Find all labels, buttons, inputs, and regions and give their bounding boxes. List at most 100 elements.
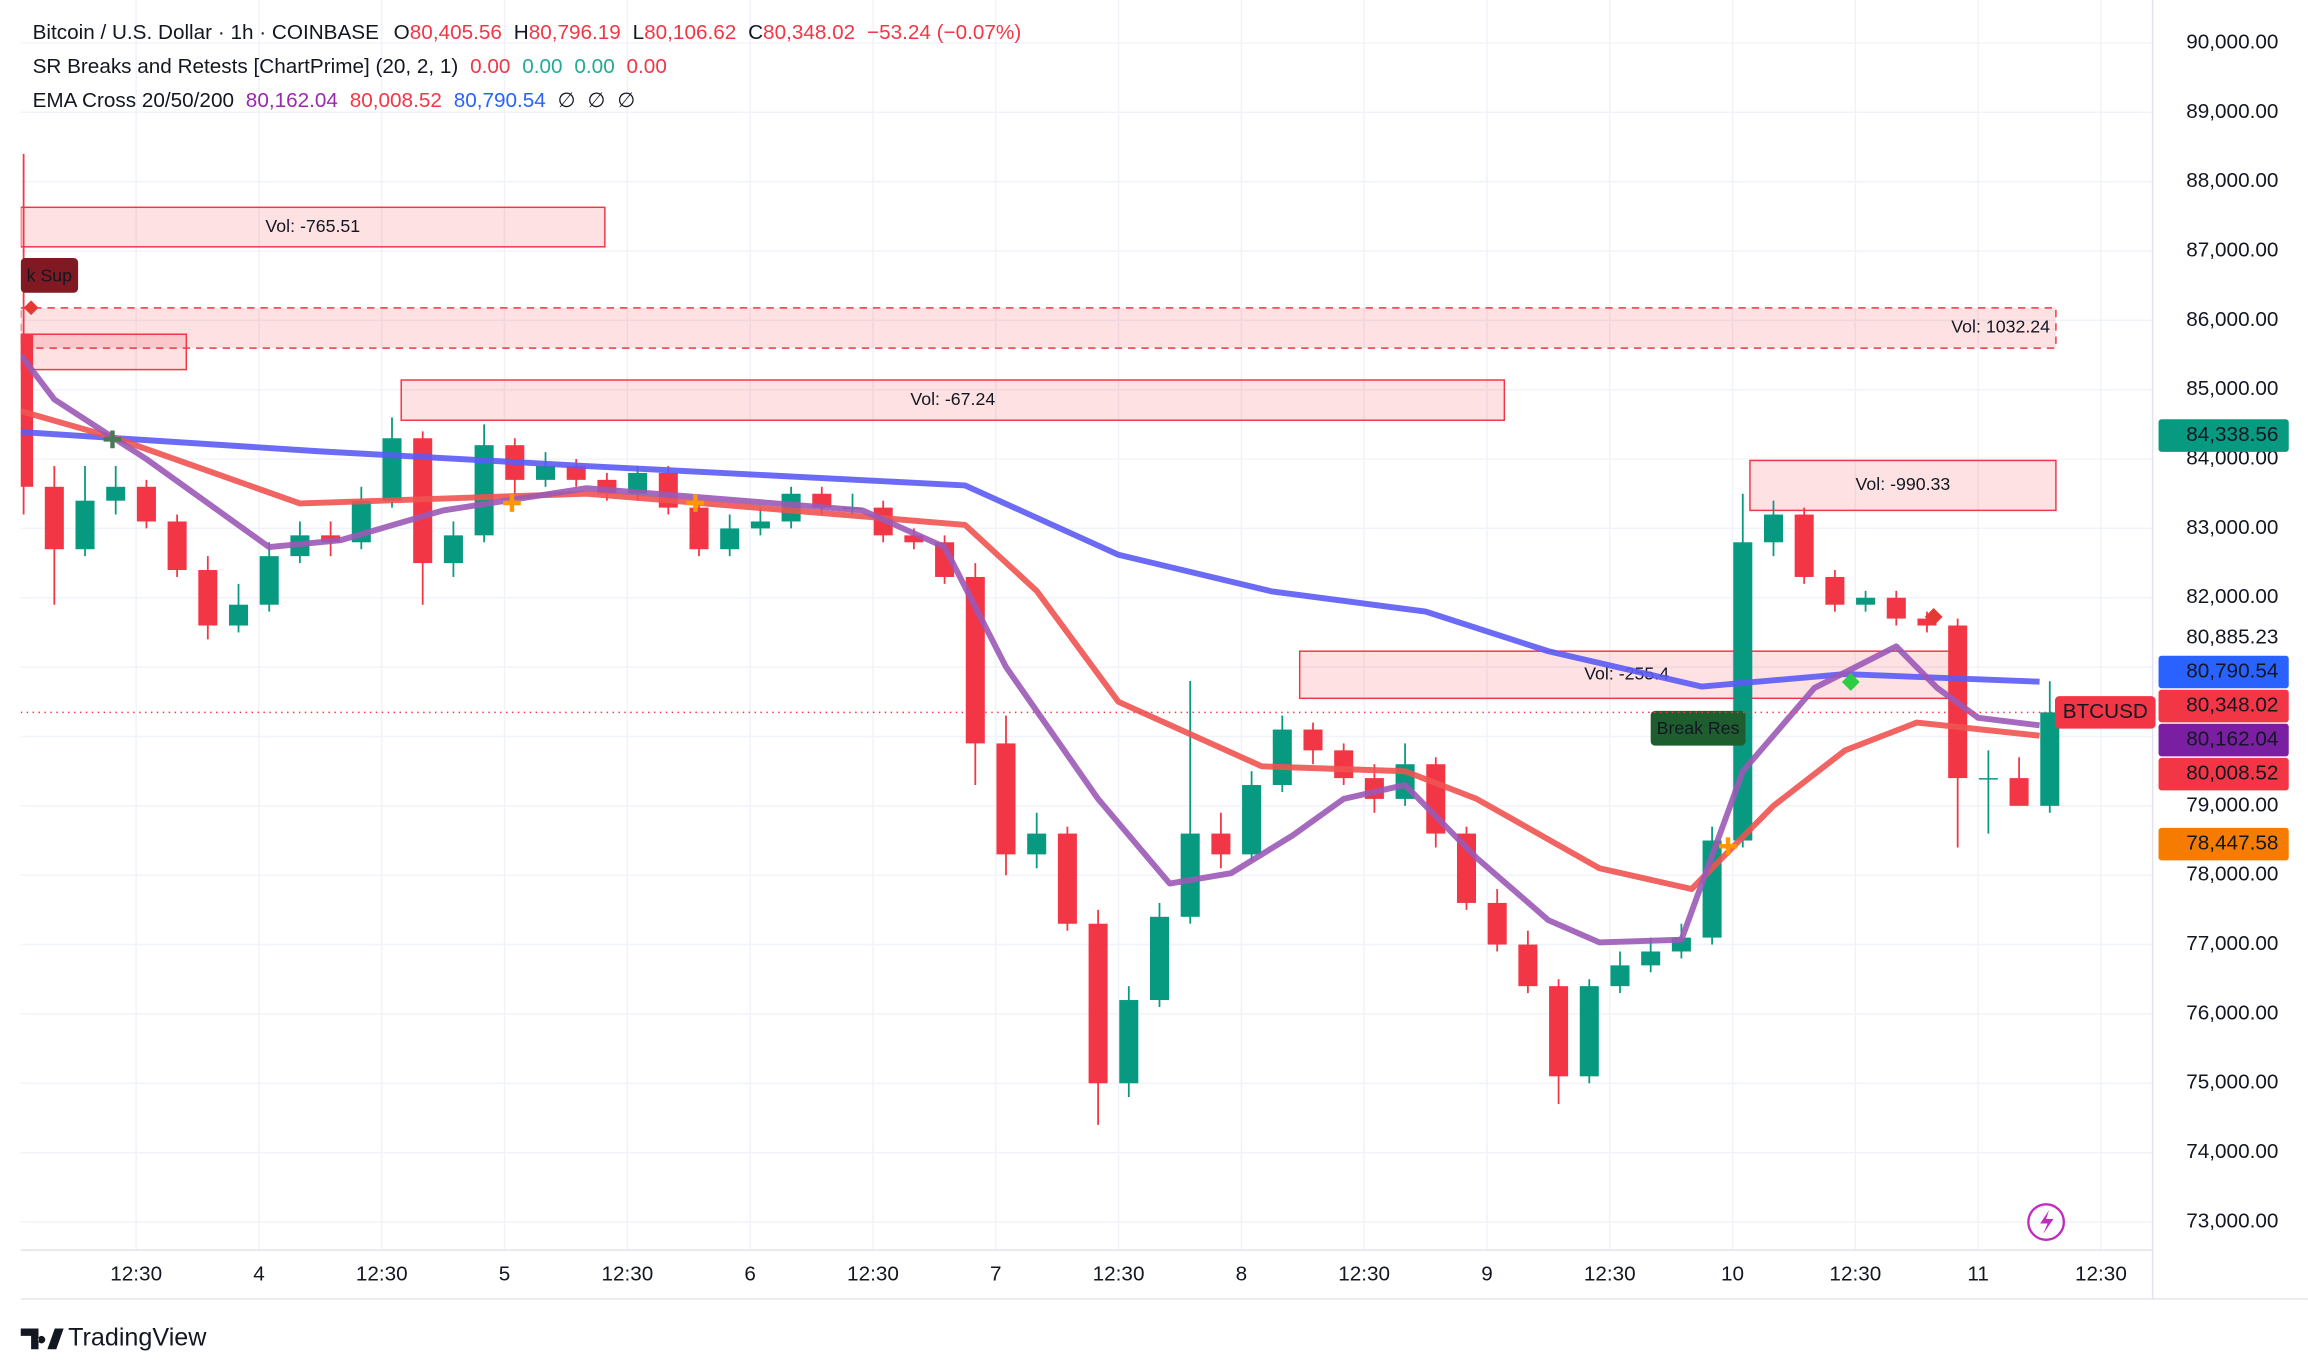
indicator-value: 0.00 [522, 56, 562, 79]
plot-area: Vol: -765.51 Vol: 1032.24 Vol: -67.24 Vol: … [20, 153, 2153, 1125]
ema-line [20, 353, 2040, 946]
price-tag: 78,447.58 [2186, 832, 2278, 855]
candle-body [75, 500, 95, 550]
x-tick-label: 9 [1481, 1263, 1493, 1286]
y-tick-label: 90,000.00 [2186, 30, 2278, 53]
candle-body [1242, 785, 1262, 855]
candle-body [1088, 923, 1108, 1084]
signal-label: k Sup [27, 265, 73, 285]
indicator-name: EMA Cross 20/50/200 [33, 90, 234, 113]
candle-body [2040, 712, 2060, 806]
x-tick-label: 4 [253, 1263, 265, 1286]
y-tick-label: 74,000.00 [2186, 1140, 2278, 1163]
ohlc-key: L [633, 21, 645, 44]
candle-body [382, 438, 402, 501]
zone-label: Vol: -765.51 [265, 216, 360, 236]
candle-body [1303, 729, 1323, 751]
indicator-value: 80,008.52 [350, 90, 442, 113]
y-tick-label: 89,000.00 [2186, 100, 2278, 123]
x-tick-label: 12:30 [847, 1263, 899, 1286]
signal-label-box [1650, 710, 1746, 746]
zone-label: Vol: -255.4 [1584, 663, 1669, 683]
price-tag-box [2158, 419, 2289, 452]
signal-marker [23, 300, 39, 316]
indicator-value: ∅ [617, 90, 635, 113]
x-tick-label: 12:30 [2075, 1263, 2127, 1286]
x-tick-label: 12:30 [601, 1263, 653, 1286]
price-tag: 80,885.23 [2186, 625, 2278, 648]
candle-body [1978, 778, 1998, 780]
ohlc-value: 80,796.19 [529, 21, 621, 44]
candle-body [1579, 986, 1599, 1077]
sr-zone [1749, 459, 2057, 512]
indicator-value: 0.00 [627, 56, 667, 79]
candle-body [1917, 618, 1937, 626]
symbol: Bitcoin / U.S. Dollar · 1h · COINBASE [33, 21, 379, 44]
y-tick-label: 77,000.00 [2186, 932, 2278, 955]
price-tag: 84,338.56 [2186, 423, 2278, 446]
header-indicator: SR Breaks and Retests [ChartPrime] (20, … [33, 56, 667, 79]
price-tag-box [2158, 827, 2289, 861]
candle-body [904, 535, 924, 543]
candle-body [1180, 833, 1200, 917]
alert-icon[interactable] [2027, 1203, 2066, 1241]
y-tick-label: 84,000.00 [2186, 447, 2278, 470]
price-tag: 80,162.04 [2186, 728, 2278, 751]
ohlc-key: H [514, 21, 529, 44]
candle-body [1272, 729, 1292, 786]
ohlc-value: 80,348.02 [763, 21, 855, 44]
candle-body [566, 465, 586, 480]
indicator-value: 0.00 [470, 56, 510, 79]
ohlc-value: 80,405.56 [410, 21, 502, 44]
x-tick-label: 12:30 [356, 1263, 408, 1286]
price-tag-box [2158, 757, 2289, 791]
signal-label: Break Res [1657, 718, 1740, 738]
ohlc-value: 80,106.62 [644, 21, 736, 44]
x-tick-label: 12:30 [1584, 1263, 1636, 1286]
cross-marker [503, 494, 521, 512]
candle-body [1825, 576, 1845, 605]
cross-marker [686, 494, 705, 512]
indicator-value: 80,790.54 [454, 90, 546, 113]
y-tick-label: 76,000.00 [2186, 1001, 2278, 1024]
signal-marker [1924, 608, 1943, 626]
x-tick-label: 10 [1721, 1263, 1744, 1286]
candle-body [1518, 944, 1538, 987]
candle-body [167, 521, 187, 571]
y-tick-label: 86,000.00 [2186, 308, 2278, 331]
ohlc-key: O [394, 21, 410, 44]
sr-zone [20, 333, 188, 371]
symbol-tag-box [2054, 696, 2156, 729]
candle-body [720, 528, 740, 550]
candle-body [44, 486, 64, 550]
candle-body [1763, 514, 1783, 543]
x-tick-label: 7 [990, 1263, 1002, 1286]
sr-zone [400, 379, 1506, 421]
cross-marker [1719, 837, 1737, 856]
sr-zone [20, 206, 606, 248]
x-tick-label: 12:30 [1829, 1263, 1881, 1286]
symbol-tag: BTCUSD [2063, 700, 2148, 723]
candle-body [2009, 778, 2029, 806]
logo[interactable]: TradingView [20, 1324, 208, 1352]
candle-body [1119, 1000, 1139, 1084]
ema-line [20, 408, 2040, 892]
y-tick-label: 87,000.00 [2186, 238, 2278, 261]
candle-body [198, 570, 218, 626]
candle-body [535, 465, 556, 480]
y-tick-label: 82,000.00 [2186, 585, 2278, 608]
zone-label: Vol: -67.24 [910, 389, 995, 409]
x-tick-label: 6 [744, 1263, 756, 1286]
indicator-value: ∅ [558, 90, 576, 113]
price-tag-box [2158, 723, 2289, 757]
candle-body [1549, 986, 1569, 1077]
candle-body [996, 743, 1016, 855]
header-symbol: Bitcoin / U.S. Dollar · 1h · COINBASE O80… [33, 21, 1022, 44]
indicator-value: ∅ [588, 90, 606, 113]
candle-body [106, 486, 126, 501]
indicator-value: 0.00 [574, 56, 614, 79]
sr-zone [20, 307, 2057, 349]
candle-body [474, 445, 494, 536]
price-tag: 80,348.02 [2186, 694, 2278, 717]
